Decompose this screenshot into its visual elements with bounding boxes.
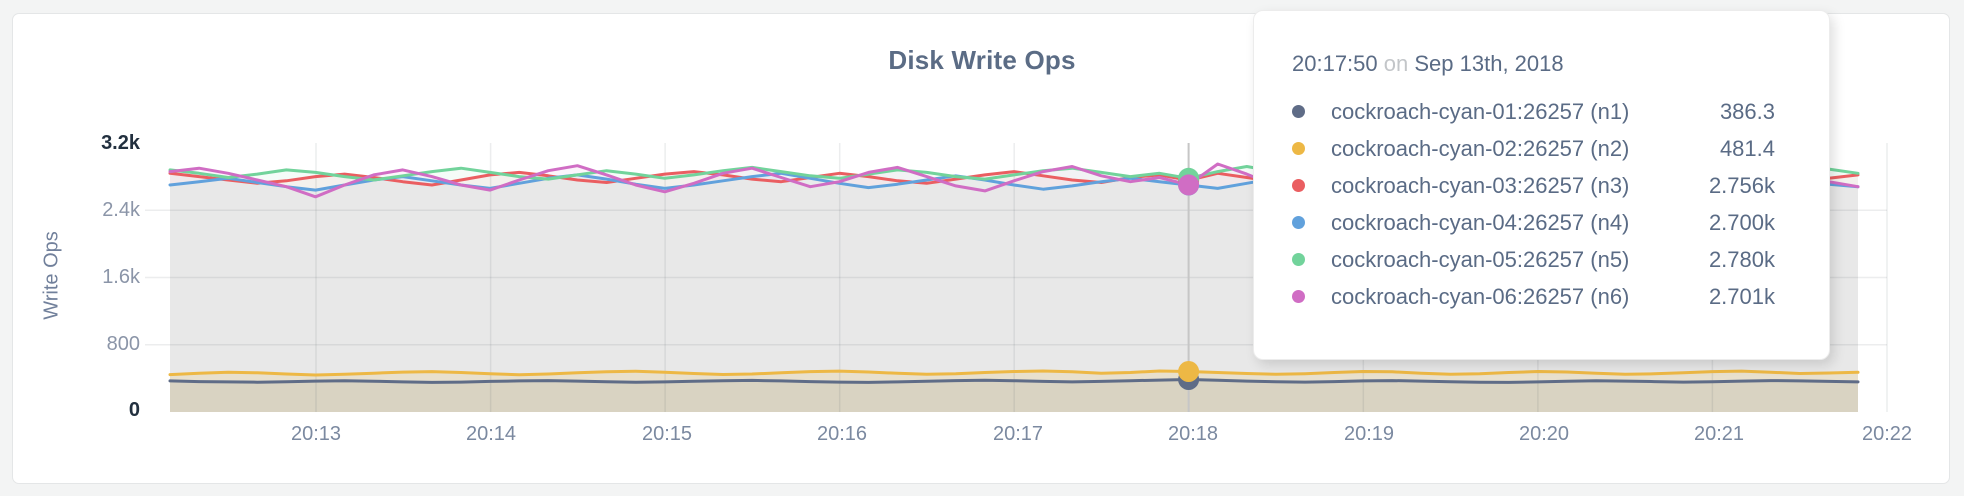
series-value-n5: 2.780k	[1708, 246, 1775, 272]
series-dot-n2	[1292, 142, 1305, 155]
x-tick-2017: 20:17	[992, 423, 1044, 445]
x-tick-2014: 20:14	[465, 423, 517, 445]
y-tick-2400: 2.4k	[102, 199, 140, 221]
series-value-n4: 2.700k	[1708, 209, 1775, 235]
x-tick-2018: 20:18	[1167, 423, 1219, 445]
tooltip-on-word: on	[1383, 51, 1409, 76]
tooltip-row-n2: cockroach-cyan-02:26257 (n2) 481.4	[1292, 130, 1775, 167]
series-dot-n5	[1292, 253, 1305, 266]
series-dot-n3	[1292, 179, 1305, 192]
tooltip-row-n6: cockroach-cyan-06:26257 (n6) 2.701k	[1292, 278, 1775, 315]
series-value-n3: 2.756k	[1708, 172, 1775, 198]
hover-tooltip: 20:17:50 on Sep 13th, 2018 cockroach-cya…	[1253, 10, 1830, 360]
series-value-n2: 481.4	[1719, 135, 1775, 161]
x-tick-2021: 20:21	[1693, 423, 1745, 445]
x-tick-2013: 20:13	[290, 423, 342, 445]
tooltip-row-n5: cockroach-cyan-05:26257 (n5) 2.780k	[1292, 241, 1775, 278]
x-tick-2020: 20:20	[1518, 423, 1570, 445]
tooltip-date: Sep 13th, 2018	[1414, 51, 1564, 76]
tooltip-time: 20:17:50	[1292, 51, 1378, 76]
x-tick-2019: 20:19	[1343, 423, 1395, 445]
tooltip-row-n4: cockroach-cyan-04:26257 (n4) 2.700k	[1292, 204, 1775, 241]
series-label-n2: cockroach-cyan-02:26257 (n2)	[1331, 135, 1630, 161]
y-tick-0: 0	[128, 399, 140, 421]
chart-title: Disk Write Ops	[888, 45, 1076, 75]
series-dot-n4	[1292, 216, 1305, 229]
x-tick-2015: 20:15	[641, 423, 693, 445]
x-tick-2016: 20:16	[816, 423, 868, 445]
y-tick-3200: 3.2k	[101, 132, 140, 154]
y-tick-800: 800	[106, 333, 140, 355]
series-label-n3: cockroach-cyan-03:26257 (n3)	[1331, 172, 1630, 198]
series-value-n1: 386.3	[1719, 98, 1775, 124]
series-label-n6: cockroach-cyan-06:26257 (n6)	[1331, 283, 1630, 309]
series-value-n6: 2.701k	[1708, 283, 1775, 309]
tooltip-header: 20:17:50 on Sep 13th, 2018	[1292, 51, 1775, 77]
x-tick-2022: 20:22	[1861, 423, 1913, 445]
series-label-n1: cockroach-cyan-01:26257 (n1)	[1331, 98, 1630, 124]
y-tick-1600: 1.6k	[102, 266, 140, 288]
series-dot-n1	[1292, 105, 1305, 118]
series-label-n4: cockroach-cyan-04:26257 (n4)	[1331, 209, 1630, 235]
series-dot-n6	[1292, 290, 1305, 303]
tooltip-row-n1: cockroach-cyan-01:26257 (n1) 386.3	[1292, 93, 1775, 130]
tooltip-row-n3: cockroach-cyan-03:26257 (n3) 2.756k	[1292, 167, 1775, 204]
series-label-n5: cockroach-cyan-05:26257 (n5)	[1331, 246, 1630, 272]
